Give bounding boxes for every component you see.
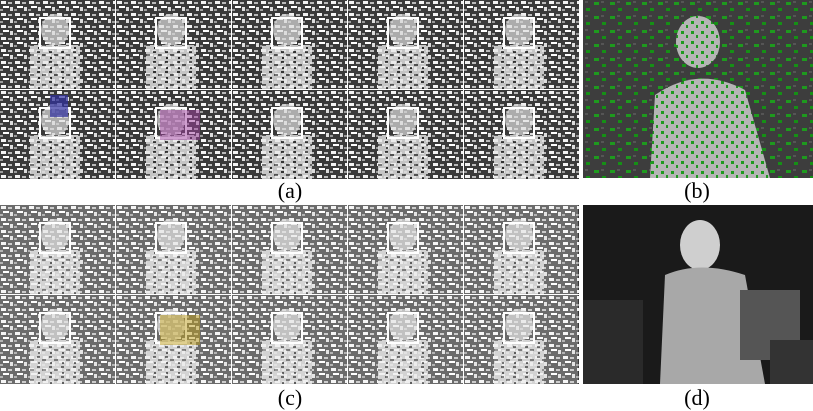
panel-a — [0, 0, 579, 179]
panel-label: (d) — [684, 385, 710, 410]
figure: (a) (b) (c) (d) — [0, 0, 813, 411]
panel-c — [0, 205, 579, 384]
panel-b — [583, 0, 813, 178]
panel-label: (b) — [684, 178, 710, 203]
panel-label: (c) — [278, 385, 302, 410]
panel-d — [583, 205, 813, 384]
panel-label: (a) — [278, 178, 302, 203]
